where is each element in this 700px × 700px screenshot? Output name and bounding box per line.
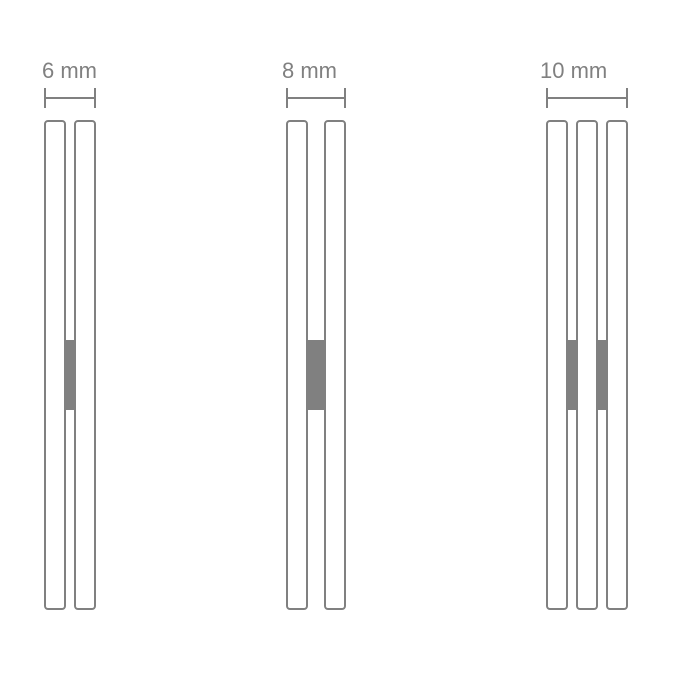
- bar: [324, 120, 346, 610]
- dimension-arrow-8mm: [286, 88, 346, 108]
- bar: [44, 120, 66, 610]
- connector-fill: [308, 340, 324, 410]
- dimension-arrow-10mm: [546, 88, 628, 108]
- dimension-tick-right: [344, 88, 346, 108]
- dimension-label-8mm: 8 mm: [282, 58, 337, 84]
- dimension-line: [546, 97, 628, 99]
- dimension-label-10mm: 10 mm: [540, 58, 607, 84]
- connector-fill: [598, 340, 606, 410]
- bar: [606, 120, 628, 610]
- dimension-label-6mm: 6 mm: [42, 58, 97, 84]
- bar: [576, 120, 598, 610]
- dimension-tick-right: [94, 88, 96, 108]
- diagram-canvas: 6 mm 8 mm 10 mm: [0, 0, 700, 700]
- dimension-tick-right: [626, 88, 628, 108]
- connector-fill: [568, 340, 576, 410]
- bar: [546, 120, 568, 610]
- connector-fill: [66, 340, 74, 410]
- bar: [286, 120, 308, 610]
- dimension-arrow-6mm: [44, 88, 96, 108]
- dimension-line: [44, 97, 96, 99]
- dimension-line: [286, 97, 346, 99]
- bar: [74, 120, 96, 610]
